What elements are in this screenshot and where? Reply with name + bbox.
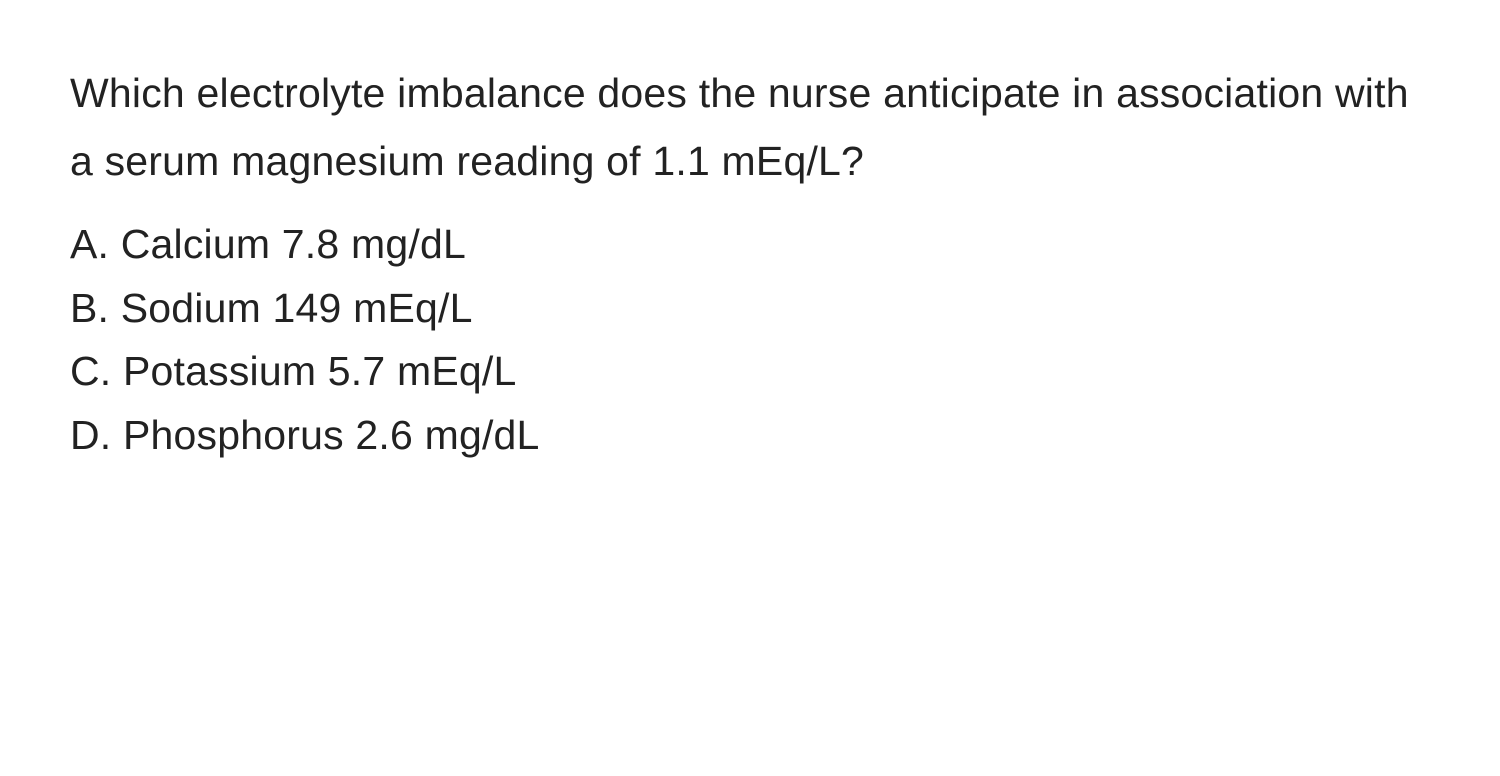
option-letter: B. (70, 285, 109, 331)
option-text: Phosphorus 2.6 mg/dL (123, 412, 540, 458)
option-b: B. Sodium 149 mEq/L (70, 277, 1430, 341)
option-text: Calcium 7.8 mg/dL (121, 221, 466, 267)
option-letter: D. (70, 412, 111, 458)
option-a: A. Calcium 7.8 mg/dL (70, 213, 1430, 277)
option-letter: A. (70, 221, 109, 267)
option-letter: C. (70, 348, 111, 394)
option-text: Potassium 5.7 mEq/L (123, 348, 516, 394)
options-list: A. Calcium 7.8 mg/dL B. Sodium 149 mEq/L… (70, 213, 1430, 467)
question-stem: Which electrolyte imbalance does the nur… (70, 60, 1430, 195)
option-d: D. Phosphorus 2.6 mg/dL (70, 404, 1430, 468)
question-container: Which electrolyte imbalance does the nur… (70, 60, 1430, 467)
option-c: C. Potassium 5.7 mEq/L (70, 340, 1430, 404)
option-text: Sodium 149 mEq/L (121, 285, 473, 331)
